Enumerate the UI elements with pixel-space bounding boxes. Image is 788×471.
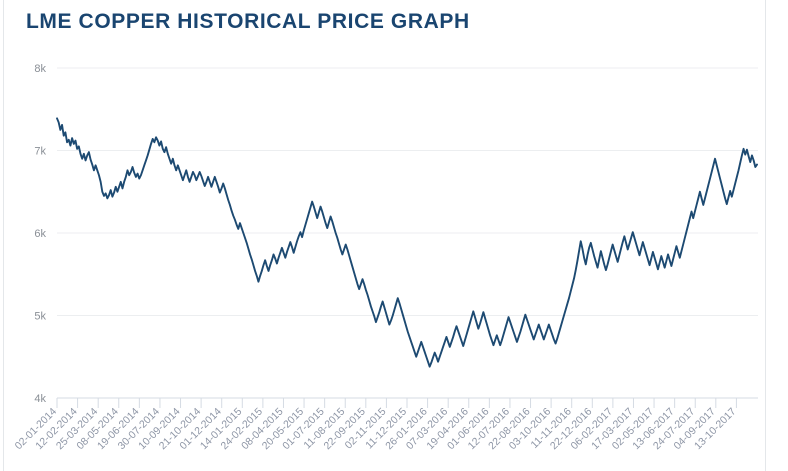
y-axis-tick-label: 4k bbox=[34, 393, 46, 405]
data-series-group bbox=[56, 117, 758, 368]
y-axis-tick-label: 5k bbox=[34, 311, 46, 323]
y-axis-tick-labels: 8k 7k 6k 5k 4k bbox=[34, 63, 46, 405]
y-axis-tick-label: 8k bbox=[34, 63, 46, 75]
price-line-series bbox=[56, 117, 758, 368]
card-right-border bbox=[765, 0, 766, 471]
card-left-border bbox=[3, 0, 4, 471]
page-title: LME COPPER HISTORICAL PRICE GRAPH bbox=[26, 10, 470, 33]
y-axis-tick-label: 6k bbox=[34, 228, 46, 240]
x-axis-tick-labels: 02-01-201412-02-201425-03-201408-05-2014… bbox=[13, 406, 739, 453]
y-axis-tick-label: 7k bbox=[34, 146, 46, 158]
gridline-group bbox=[57, 67, 758, 399]
x-axis bbox=[56, 397, 758, 408]
